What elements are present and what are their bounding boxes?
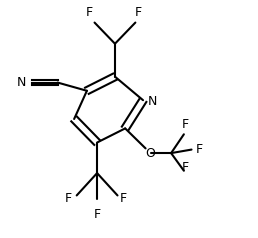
Text: F: F (86, 6, 93, 19)
Text: F: F (94, 208, 101, 221)
Text: F: F (182, 118, 189, 131)
Text: F: F (64, 193, 71, 205)
Text: O: O (146, 147, 156, 160)
Text: N: N (16, 76, 26, 89)
Text: N: N (147, 95, 157, 108)
Text: F: F (134, 6, 141, 19)
Text: F: F (182, 161, 189, 174)
Text: F: F (120, 193, 127, 205)
Text: F: F (195, 143, 203, 156)
